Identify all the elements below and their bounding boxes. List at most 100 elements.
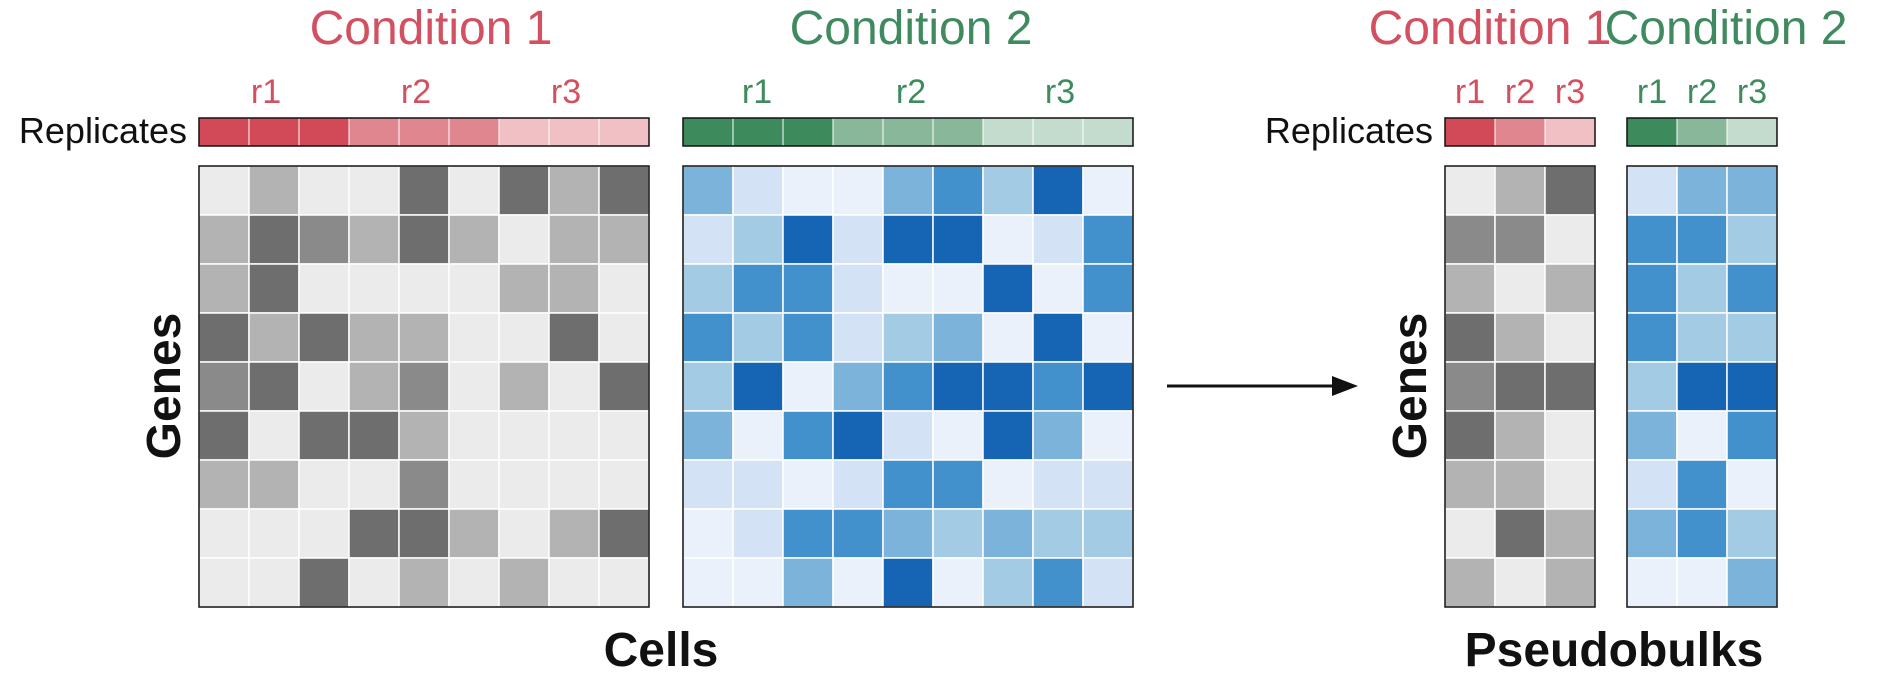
- heatmap-cell: [782, 508, 834, 559]
- replicate-segment: [882, 117, 934, 147]
- replicate-segment: [448, 117, 500, 147]
- heatmap-cell: [1726, 508, 1778, 559]
- replicate-segment: [1726, 117, 1778, 147]
- heatmap-cell: [1544, 459, 1596, 510]
- heatmap-cell: [298, 361, 350, 412]
- heatmap-border: [682, 165, 1134, 608]
- pseudobulk-condition2-r2-label: r2: [1687, 73, 1717, 111]
- replicate-segment: [548, 117, 600, 147]
- heatmap-cell: [1676, 361, 1728, 412]
- heatmap-cell: [498, 312, 550, 363]
- heatmap-cell: [248, 557, 300, 608]
- heatmap-cell: [1726, 459, 1778, 510]
- heatmap-cell: [1544, 557, 1596, 608]
- pseudobulk-condition1-r2-label: r2: [1505, 73, 1535, 111]
- cells-condition2-r3-label: r3: [1045, 73, 1075, 111]
- heatmap-cell: [1726, 410, 1778, 461]
- heatmap-cell: [782, 361, 834, 412]
- heatmap-cell: [882, 214, 934, 265]
- heatmap-cell: [1494, 410, 1546, 461]
- heatmap-cell: [498, 557, 550, 608]
- cells-condition1-r2-label: r2: [401, 73, 431, 111]
- heatmap-cell: [1676, 508, 1728, 559]
- heatmap-cell: [1626, 508, 1678, 559]
- heatmap-cell: [1032, 312, 1084, 363]
- heatmap-cell: [782, 557, 834, 608]
- heatmap-cell: [498, 361, 550, 412]
- replicate-segment: [782, 117, 834, 147]
- heatmap-cell: [1444, 557, 1496, 608]
- heatmap-cell: [1676, 557, 1728, 608]
- heatmap-cell: [198, 459, 250, 510]
- heatmap-cell: [298, 214, 350, 265]
- heatmap-cell: [882, 459, 934, 510]
- cells-condition2-title: Condition 2: [790, 2, 1033, 55]
- heatmap-cell: [498, 410, 550, 461]
- heatmap-cell: [198, 263, 250, 314]
- heatmap-cell: [1082, 557, 1134, 608]
- heatmap-cell: [882, 361, 934, 412]
- heatmap-cell: [298, 557, 350, 608]
- heatmap-cell: [1544, 312, 1596, 363]
- heatmap-cell: [782, 214, 834, 265]
- cells-condition1-replicate-bar: [198, 117, 650, 147]
- heatmap-cell: [348, 361, 400, 412]
- cells-condition1-r1-label: r1: [251, 73, 281, 111]
- heatmap-cell: [1444, 214, 1496, 265]
- heatmap-border: [198, 165, 650, 608]
- cells-condition1-heatmap: [198, 165, 650, 608]
- heatmap-cell: [1626, 459, 1678, 510]
- heatmap-cell: [248, 508, 300, 559]
- heatmap-cell: [732, 459, 784, 510]
- heatmap-cell: [832, 361, 884, 412]
- heatmap-cell: [1032, 557, 1084, 608]
- pseudobulk-condition1-replicate-bar: [1444, 117, 1596, 147]
- heatmap-cell: [682, 214, 734, 265]
- heatmap-cell: [782, 263, 834, 314]
- heatmap-cell: [248, 263, 300, 314]
- heatmap-cell: [1626, 410, 1678, 461]
- heatmap-cell: [1626, 361, 1678, 412]
- heatmap-cell: [448, 312, 500, 363]
- heatmap-cell: [1032, 410, 1084, 461]
- heatmap-cell: [398, 263, 450, 314]
- heatmap-cell: [832, 312, 884, 363]
- heatmap-cell: [598, 361, 650, 412]
- heatmap-cell: [398, 214, 450, 265]
- cells-condition2-replicate-bar: [682, 117, 1134, 147]
- heatmap-cell: [1032, 165, 1084, 216]
- heatmap-cell: [1676, 165, 1728, 216]
- heatmap-cell: [348, 165, 400, 216]
- heatmap-cell: [398, 361, 450, 412]
- cells-condition1-title: Condition 1: [310, 2, 553, 55]
- replicate-bar-border: [198, 117, 650, 147]
- replicate-segment: [1032, 117, 1084, 147]
- heatmap-cell: [1544, 361, 1596, 412]
- heatmap-cell: [198, 557, 250, 608]
- heatmap-cell: [1444, 508, 1496, 559]
- heatmap-cell: [682, 508, 734, 559]
- heatmap-cell: [982, 508, 1034, 559]
- heatmap-cell: [1082, 214, 1134, 265]
- heatmap-border: [1626, 165, 1778, 608]
- heatmap-cell: [548, 508, 600, 559]
- replicate-segment: [732, 117, 784, 147]
- heatmap-cell: [398, 557, 450, 608]
- heatmap-cell: [682, 361, 734, 412]
- heatmap-cell: [298, 508, 350, 559]
- heatmap-cell: [782, 312, 834, 363]
- replicate-segment: [598, 117, 650, 147]
- heatmap-cell: [832, 557, 884, 608]
- replicate-segment: [1626, 117, 1678, 147]
- heatmap-cell: [1726, 165, 1778, 216]
- heatmap-cell: [198, 508, 250, 559]
- heatmap-cell: [932, 410, 984, 461]
- heatmap-cell: [598, 165, 650, 216]
- heatmap-cell: [1676, 214, 1728, 265]
- heatmap-cell: [448, 508, 500, 559]
- heatmap-cell: [1626, 312, 1678, 363]
- heatmap-cell: [1444, 165, 1496, 216]
- replicate-segment: [398, 117, 450, 147]
- heatmap-cell: [1494, 361, 1546, 412]
- pseudobulk-condition1-title: Condition 1: [1369, 2, 1612, 55]
